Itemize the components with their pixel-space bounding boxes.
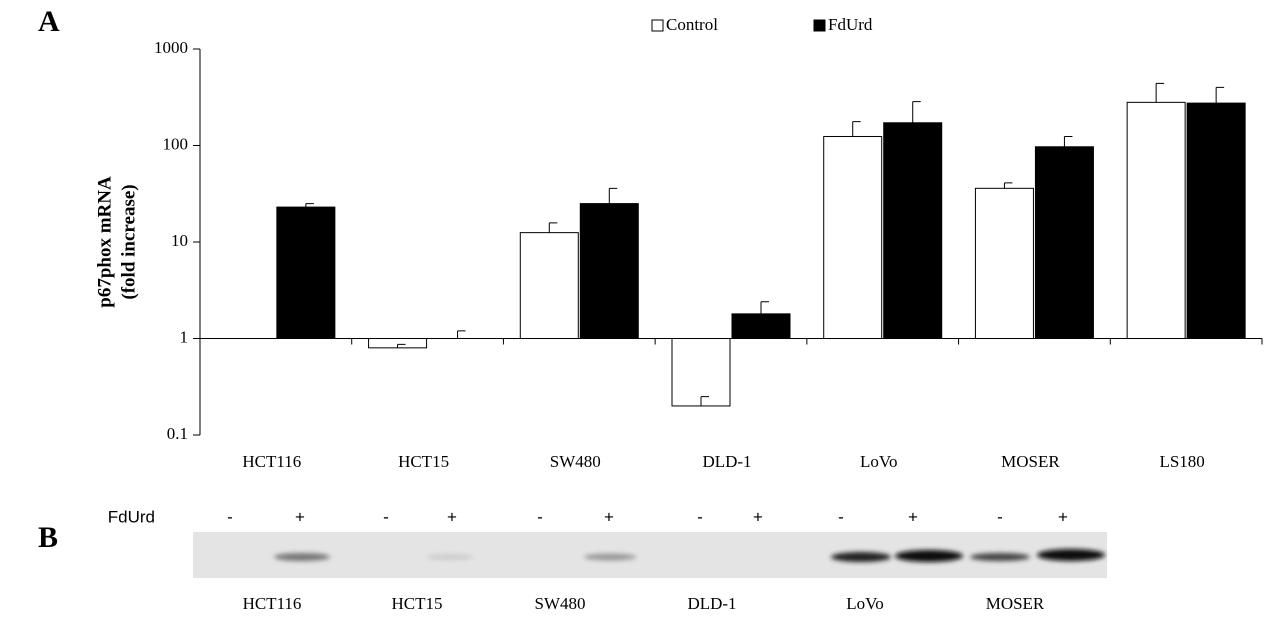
y-axis-label: p67phox mRNA: [94, 176, 115, 308]
x-tick-label: MOSER: [1001, 452, 1060, 471]
x-tick-label: SW480: [550, 452, 601, 471]
blot-band: [970, 553, 1030, 561]
bar: [1187, 103, 1245, 338]
y-tick-label: 10: [171, 231, 188, 250]
cell-line-label: HCT15: [392, 594, 443, 613]
blot-band: [831, 552, 891, 562]
y-tick-label: 0.1: [167, 424, 188, 443]
cell-line-label: HCT116: [243, 594, 302, 613]
panel-label: B: [38, 521, 58, 554]
lane-label: -: [227, 507, 233, 526]
error-bar: [1004, 183, 1012, 188]
x-tick-label: HCT15: [398, 452, 449, 471]
bar: [1035, 147, 1093, 339]
legend-swatch: [814, 20, 825, 31]
blot-band: [1037, 549, 1105, 561]
lane-label: -: [697, 507, 703, 526]
error-bar: [853, 122, 861, 137]
x-tick-label: LoVo: [860, 452, 897, 471]
cell-line-label: SW480: [535, 594, 586, 613]
error-bar: [1156, 83, 1164, 102]
bar: [884, 123, 942, 339]
error-bar: [609, 188, 617, 203]
x-tick-label: LS180: [1159, 452, 1204, 471]
error-bar: [1216, 87, 1224, 103]
page: {"chart_data": {"type": "bar", "panel_la…: [0, 0, 1269, 617]
y-tick-label: 1: [180, 327, 189, 346]
error-bar: [549, 223, 557, 233]
error-bar: [1064, 136, 1072, 146]
bar: [672, 339, 730, 406]
blot-band: [426, 554, 474, 560]
legend-label: Control: [666, 15, 718, 34]
x-tick-label: HCT116: [242, 452, 301, 471]
lane-label: -: [537, 507, 543, 526]
lane-label: -: [997, 507, 1003, 526]
lane-label: +: [604, 507, 614, 526]
bar: [732, 314, 790, 339]
lane-label: -: [383, 507, 389, 526]
bar: [1127, 102, 1185, 338]
blot-band: [584, 554, 636, 561]
lane-label: +: [908, 507, 918, 526]
panel-label: A: [38, 5, 60, 38]
bar: [520, 233, 578, 339]
blot-image: [193, 532, 1107, 578]
x-tick-label: DLD-1: [702, 452, 751, 471]
error-bar: [761, 302, 769, 314]
y-tick-label: 100: [163, 134, 189, 153]
blot-band: [274, 553, 330, 561]
bar: [277, 207, 335, 338]
legend-swatch: [652, 20, 663, 31]
cell-line-label: MOSER: [986, 594, 1045, 613]
legend-label: FdUrd: [828, 15, 873, 34]
blot-band: [895, 550, 963, 562]
blot-membrane: [193, 532, 1107, 578]
lane-label: +: [295, 507, 305, 526]
lane-label: +: [447, 507, 457, 526]
error-bar: [306, 204, 314, 207]
error-bar: [458, 331, 466, 339]
lane-label: -: [838, 507, 844, 526]
figure: A p67phox mRNA (fold increase) B FdUrd 0…: [0, 0, 1269, 617]
cell-line-label: DLD-1: [687, 594, 736, 613]
bar: [824, 136, 882, 338]
y-tick-label: 1000: [154, 38, 188, 57]
bar: [580, 204, 638, 339]
cell-line-label: LoVo: [846, 594, 883, 613]
error-bar: [913, 102, 921, 123]
lane-label: +: [1058, 507, 1068, 526]
y-axis-label: (fold increase): [118, 184, 139, 299]
treatment-label: FdUrd: [108, 507, 155, 526]
lane-label: +: [753, 507, 763, 526]
bar: [975, 188, 1033, 338]
